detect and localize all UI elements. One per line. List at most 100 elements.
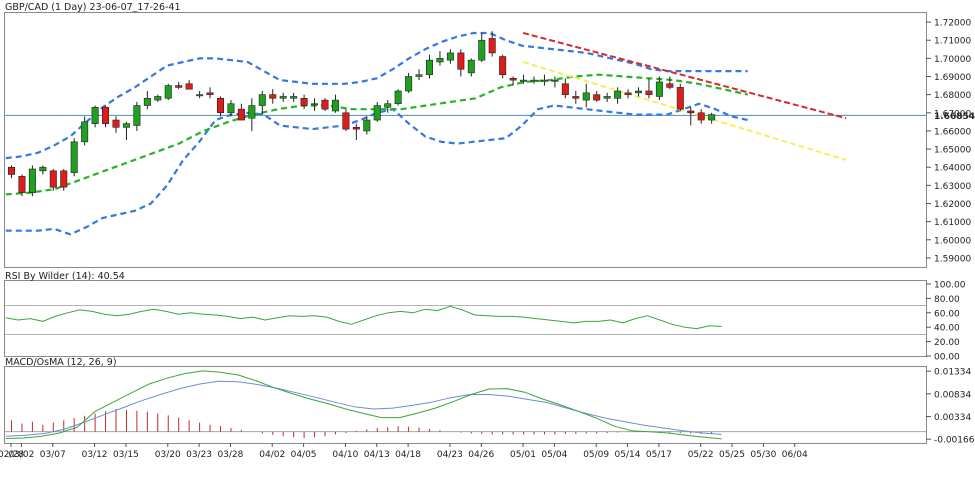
- candle-body: [112, 119, 120, 128]
- date-tick-label: 05/17: [646, 450, 672, 460]
- price-tick-label: 1.59000: [934, 254, 971, 264]
- price-tick-label: 1.60000: [934, 236, 971, 246]
- candle-body: [39, 166, 47, 172]
- candle-body: [708, 114, 716, 121]
- candle-body: [279, 96, 287, 99]
- date-tick-label: 03/15: [113, 450, 139, 460]
- candle-body: [655, 81, 663, 97]
- candle-body: [352, 127, 360, 130]
- candle-body: [237, 108, 245, 121]
- candle-body: [603, 96, 611, 99]
- price-tick-label: 1.64000: [934, 164, 971, 174]
- candle-body: [8, 166, 16, 175]
- candle-body: [91, 107, 99, 124]
- trendline: [522, 61, 847, 161]
- price-tick-label: 1.67000: [934, 109, 971, 119]
- price-tick-label: 1.62000: [934, 200, 971, 210]
- macd-tick-label: 0.01334: [934, 368, 971, 378]
- candle-body: [645, 90, 653, 95]
- rsi-panel-frame: [4, 280, 927, 357]
- trendlines: [522, 31, 847, 161]
- candle-body: [49, 170, 57, 188]
- candle-body: [227, 103, 235, 114]
- price-tick-label: 1.71000: [934, 37, 971, 47]
- date-tick-label: 04/18: [395, 450, 421, 460]
- trendline: [522, 31, 847, 120]
- rsi-tick-label: 00.00: [934, 353, 960, 363]
- candle-body: [520, 79, 528, 82]
- candle-body: [582, 92, 590, 101]
- rsi-tick-label: 40.00: [934, 324, 960, 334]
- candle-body: [457, 52, 465, 70]
- rsi-tick-label: 60.00: [934, 309, 960, 319]
- candle-body: [175, 85, 183, 88]
- macd-tick-label: -0.00166: [934, 436, 975, 446]
- candle-body: [143, 97, 151, 106]
- rsi-grid: [5, 305, 926, 335]
- date-tick-label: 06/04: [782, 450, 808, 460]
- price-axis: 1.72000 1.71000 1.70000 1.69000 1.68000 1.670…: [926, 19, 975, 264]
- date-tick-label: 03/07: [40, 450, 66, 460]
- candle-body: [572, 96, 580, 99]
- macd-label: MACD/OsMA (12, 26, 9): [5, 357, 117, 368]
- candle-body: [551, 79, 559, 82]
- candle-body: [217, 97, 225, 114]
- macd-series: [5, 370, 722, 440]
- price-tick-label: 1.69000: [934, 73, 971, 83]
- date-tick-label: 03/28: [217, 450, 243, 460]
- candle-body: [384, 103, 392, 108]
- candle-body: [530, 79, 538, 82]
- candle-body: [614, 90, 622, 99]
- date-tick-label: 04/13: [364, 450, 390, 460]
- candle-body: [258, 94, 266, 106]
- macd-axis: 0.01334 0.00834 0.00334 -0.00166: [926, 368, 975, 446]
- candle-body: [509, 78, 517, 81]
- candle-body: [342, 112, 350, 130]
- rsi-series: [5, 305, 722, 330]
- candle-body: [373, 105, 381, 121]
- candle-body: [394, 90, 402, 105]
- candle-body: [697, 112, 705, 121]
- date-tick-label: 04/23: [437, 450, 463, 460]
- price-panel-frame: [4, 12, 927, 268]
- candle-body: [321, 99, 329, 110]
- candle-body: [687, 110, 695, 114]
- date-tick-label: 05/04: [541, 450, 567, 460]
- date-tick-label: 03/23: [186, 450, 212, 460]
- candle-body: [206, 92, 214, 95]
- date-tick-label: 02/28: [0, 450, 24, 460]
- candle-body: [70, 141, 78, 173]
- price-tick-label: 1.68000: [934, 91, 971, 101]
- current-price-label: 1.66854: [934, 112, 975, 122]
- candle-body: [311, 103, 319, 106]
- candle-body: [300, 97, 308, 106]
- candle-body: [467, 59, 475, 74]
- date-tick-label: 04/26: [468, 450, 494, 460]
- candle-body: [164, 85, 172, 99]
- candle-body: [488, 38, 496, 54]
- candlesticks: [8, 31, 716, 197]
- date-tick-label: 05/22: [688, 450, 714, 460]
- date-tick-label: 03/02: [8, 450, 34, 460]
- candle-body: [624, 92, 632, 95]
- rsi-label: RSI By Wilder (14): 40.54: [5, 271, 125, 282]
- macd-signal-line: [5, 380, 722, 437]
- rsi-tick-label: 100.00: [934, 281, 966, 291]
- candle-body: [290, 96, 298, 99]
- date-tick-label: 05/01: [510, 450, 536, 460]
- bollinger-bands: [5, 31, 748, 236]
- candle-body: [185, 83, 193, 90]
- candle-body: [593, 94, 601, 101]
- date-tick-label: 05/25: [719, 450, 745, 460]
- candle-body: [634, 90, 642, 94]
- macd-main-line: [5, 370, 722, 440]
- candle-body: [81, 121, 89, 143]
- candle-body: [331, 99, 339, 112]
- candle-body: [561, 83, 569, 95]
- candle-body: [28, 168, 36, 193]
- price-tick-label: 1.70000: [934, 55, 971, 65]
- candle-body: [102, 107, 110, 124]
